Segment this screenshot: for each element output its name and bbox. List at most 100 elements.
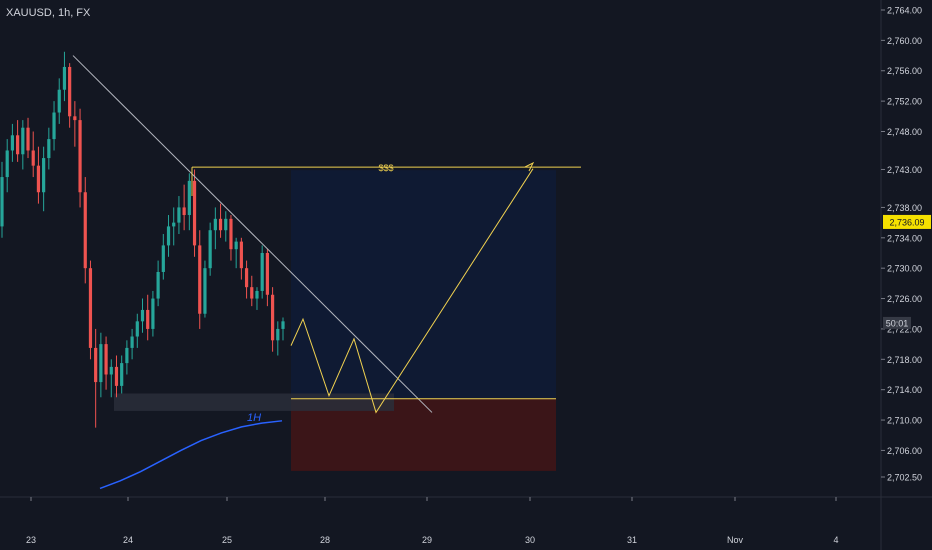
candle — [151, 290, 155, 337]
drawings[interactable]: $$$ 1H — [72, 55, 581, 490]
candle-body — [42, 158, 46, 193]
candle-body — [47, 139, 51, 159]
candle — [208, 222, 212, 276]
candle-body — [57, 89, 61, 113]
candle-body — [208, 230, 212, 269]
target-zone — [291, 170, 556, 399]
candle — [260, 245, 264, 299]
candle — [218, 203, 223, 238]
candle — [83, 177, 87, 284]
candle — [94, 328, 98, 428]
time-tick-label: 29 — [422, 535, 432, 545]
candle-body — [203, 268, 207, 314]
candle — [265, 249, 269, 307]
candle — [161, 234, 165, 280]
time-tick-label: 31 — [627, 535, 637, 545]
candle-body — [125, 347, 129, 364]
candle — [0, 161, 4, 238]
ma-label: 1H — [247, 412, 261, 424]
candle-body — [88, 268, 93, 348]
price-tick-label: 2,764.00 — [887, 6, 922, 16]
arrow-head-icon — [524, 161, 535, 172]
candle-body — [135, 321, 139, 337]
candle — [99, 332, 103, 398]
candle — [88, 260, 93, 360]
candle-body — [140, 309, 145, 322]
candle-body — [94, 347, 98, 383]
candle — [192, 169, 197, 257]
candle-body — [198, 245, 202, 314]
candle — [276, 321, 280, 356]
price-tick-label: 2,752.00 — [887, 97, 922, 107]
candle-body — [187, 180, 191, 216]
candle — [73, 101, 77, 147]
candle — [146, 294, 150, 341]
candle-body — [213, 218, 217, 231]
price-tick-label: 2,702.50 — [887, 473, 922, 483]
candle-body — [104, 344, 108, 375]
candle — [224, 211, 228, 242]
candle-body — [255, 290, 259, 299]
ma-line — [99, 420, 283, 490]
candle-body — [16, 135, 20, 155]
candle — [182, 184, 186, 231]
candle-body — [36, 165, 41, 193]
candle — [198, 230, 202, 329]
candle — [166, 215, 171, 257]
candle — [36, 146, 41, 204]
candle-body — [73, 116, 77, 121]
last-price-label: 2,736.09 — [889, 217, 924, 227]
candle — [78, 108, 82, 208]
candle-body — [172, 222, 176, 227]
candle — [244, 260, 249, 299]
candle — [120, 355, 124, 394]
price-tick-label: 2,738.00 — [887, 203, 922, 213]
candle — [203, 260, 207, 318]
candle — [42, 146, 46, 212]
candle — [21, 120, 25, 170]
symbol-label[interactable]: XAUUSD, 1h, FX — [6, 7, 91, 19]
candle — [270, 287, 275, 352]
candle-body — [146, 309, 150, 329]
candle-body — [0, 177, 4, 227]
price-tick-label: 2,734.00 — [887, 233, 922, 243]
candle — [234, 237, 238, 269]
candle — [52, 101, 56, 151]
candlestick-series — [0, 51, 285, 428]
time-tick-label: 30 — [525, 535, 535, 545]
risk-reward-zones — [114, 170, 556, 471]
price-tick-label: 2,756.00 — [887, 66, 922, 76]
candle-body — [265, 252, 269, 295]
candle-body — [239, 241, 243, 269]
candle-body — [244, 268, 249, 288]
candle-body — [224, 218, 228, 231]
candle-body — [21, 127, 25, 155]
candle — [114, 355, 119, 398]
candle — [5, 139, 9, 193]
price-tick-label: 2,706.00 — [887, 446, 922, 456]
price-tick-label: 2,722.00 — [887, 324, 922, 334]
candle-body — [270, 294, 275, 341]
candle — [187, 173, 191, 231]
candle — [130, 328, 134, 360]
candle-body — [52, 112, 56, 140]
candle-body — [156, 271, 160, 299]
candle-body — [62, 66, 67, 90]
candle-body — [182, 207, 186, 216]
candle — [57, 78, 61, 124]
candle-body — [234, 241, 238, 250]
candle-body — [120, 363, 124, 386]
candle-body — [114, 366, 119, 386]
candle-body — [166, 226, 171, 246]
candle-body — [68, 66, 72, 117]
candle-body — [161, 245, 165, 272]
candle-body — [218, 218, 223, 231]
support-zone — [114, 393, 394, 411]
countdown-badge — [883, 316, 911, 329]
candle-body — [192, 180, 197, 246]
price-tick-label: 2,748.00 — [887, 127, 922, 137]
time-tick-label: 24 — [123, 535, 133, 545]
time-tick-label: 4 — [833, 535, 838, 545]
